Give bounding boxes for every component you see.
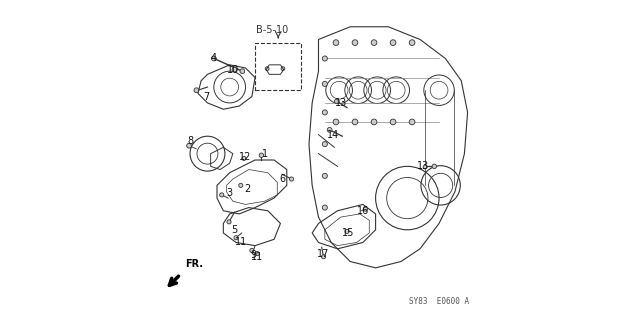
- Text: 6: 6: [279, 174, 285, 184]
- Circle shape: [242, 156, 246, 160]
- Circle shape: [409, 40, 415, 45]
- Text: FR.: FR.: [185, 260, 203, 269]
- Circle shape: [345, 229, 349, 233]
- Circle shape: [409, 119, 415, 125]
- Circle shape: [227, 220, 231, 224]
- Circle shape: [371, 40, 377, 45]
- Circle shape: [322, 255, 326, 259]
- Text: 8: 8: [187, 136, 193, 146]
- Text: 10: 10: [227, 65, 239, 75]
- Text: 7: 7: [203, 92, 209, 101]
- Text: 12: 12: [240, 152, 252, 162]
- Circle shape: [390, 40, 396, 45]
- Text: 13: 13: [417, 161, 429, 171]
- Circle shape: [259, 153, 264, 157]
- Circle shape: [220, 193, 224, 197]
- Text: 15: 15: [343, 228, 355, 238]
- Circle shape: [265, 67, 269, 70]
- Circle shape: [239, 183, 243, 188]
- Circle shape: [390, 119, 396, 125]
- Text: 11: 11: [250, 252, 263, 262]
- Text: 2: 2: [244, 184, 250, 194]
- Circle shape: [322, 173, 327, 178]
- Circle shape: [322, 56, 327, 61]
- Text: 16: 16: [357, 206, 369, 216]
- Circle shape: [371, 119, 377, 125]
- Circle shape: [187, 143, 192, 148]
- Circle shape: [232, 67, 237, 72]
- Circle shape: [423, 165, 427, 169]
- Circle shape: [322, 142, 327, 147]
- Circle shape: [194, 88, 199, 92]
- Circle shape: [352, 119, 358, 125]
- Circle shape: [240, 69, 245, 74]
- Circle shape: [250, 248, 254, 252]
- Text: 11: 11: [234, 237, 247, 247]
- Circle shape: [281, 67, 285, 70]
- Text: 4: 4: [211, 53, 217, 63]
- Text: 14: 14: [327, 130, 339, 140]
- Circle shape: [289, 177, 294, 181]
- Circle shape: [211, 56, 216, 61]
- Circle shape: [333, 40, 339, 45]
- Circle shape: [352, 40, 358, 45]
- Text: 1: 1: [262, 149, 268, 159]
- Text: B-5-10: B-5-10: [256, 25, 289, 35]
- Text: SY83  E0600 A: SY83 E0600 A: [409, 297, 469, 306]
- Circle shape: [327, 127, 332, 132]
- Text: 9: 9: [250, 250, 257, 260]
- Circle shape: [255, 252, 259, 256]
- Circle shape: [334, 99, 340, 104]
- Text: 3: 3: [227, 188, 233, 198]
- Text: 13: 13: [334, 98, 347, 108]
- Circle shape: [363, 207, 368, 211]
- Circle shape: [322, 205, 327, 210]
- Circle shape: [322, 81, 327, 86]
- Circle shape: [234, 236, 238, 240]
- Circle shape: [432, 164, 436, 169]
- Text: 5: 5: [231, 225, 238, 235]
- Circle shape: [333, 119, 339, 125]
- Text: 17: 17: [317, 249, 329, 259]
- Circle shape: [322, 110, 327, 115]
